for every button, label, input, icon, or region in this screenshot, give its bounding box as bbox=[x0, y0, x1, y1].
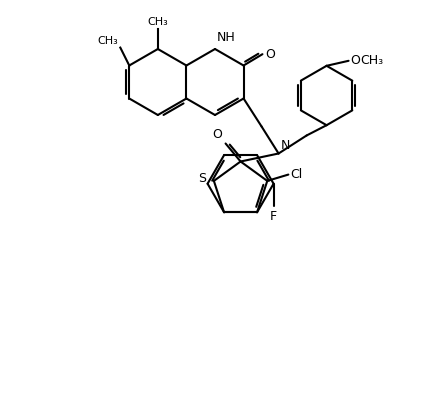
Text: Cl: Cl bbox=[290, 168, 303, 181]
Text: O: O bbox=[351, 54, 360, 67]
Text: NH: NH bbox=[217, 31, 236, 44]
Text: CH₃: CH₃ bbox=[360, 54, 384, 67]
Text: O: O bbox=[265, 48, 275, 61]
Text: CH₃: CH₃ bbox=[98, 36, 118, 46]
Text: S: S bbox=[198, 172, 206, 185]
Text: O: O bbox=[213, 128, 223, 141]
Text: CH₃: CH₃ bbox=[148, 17, 168, 27]
Text: N: N bbox=[281, 139, 290, 152]
Text: F: F bbox=[270, 210, 277, 223]
